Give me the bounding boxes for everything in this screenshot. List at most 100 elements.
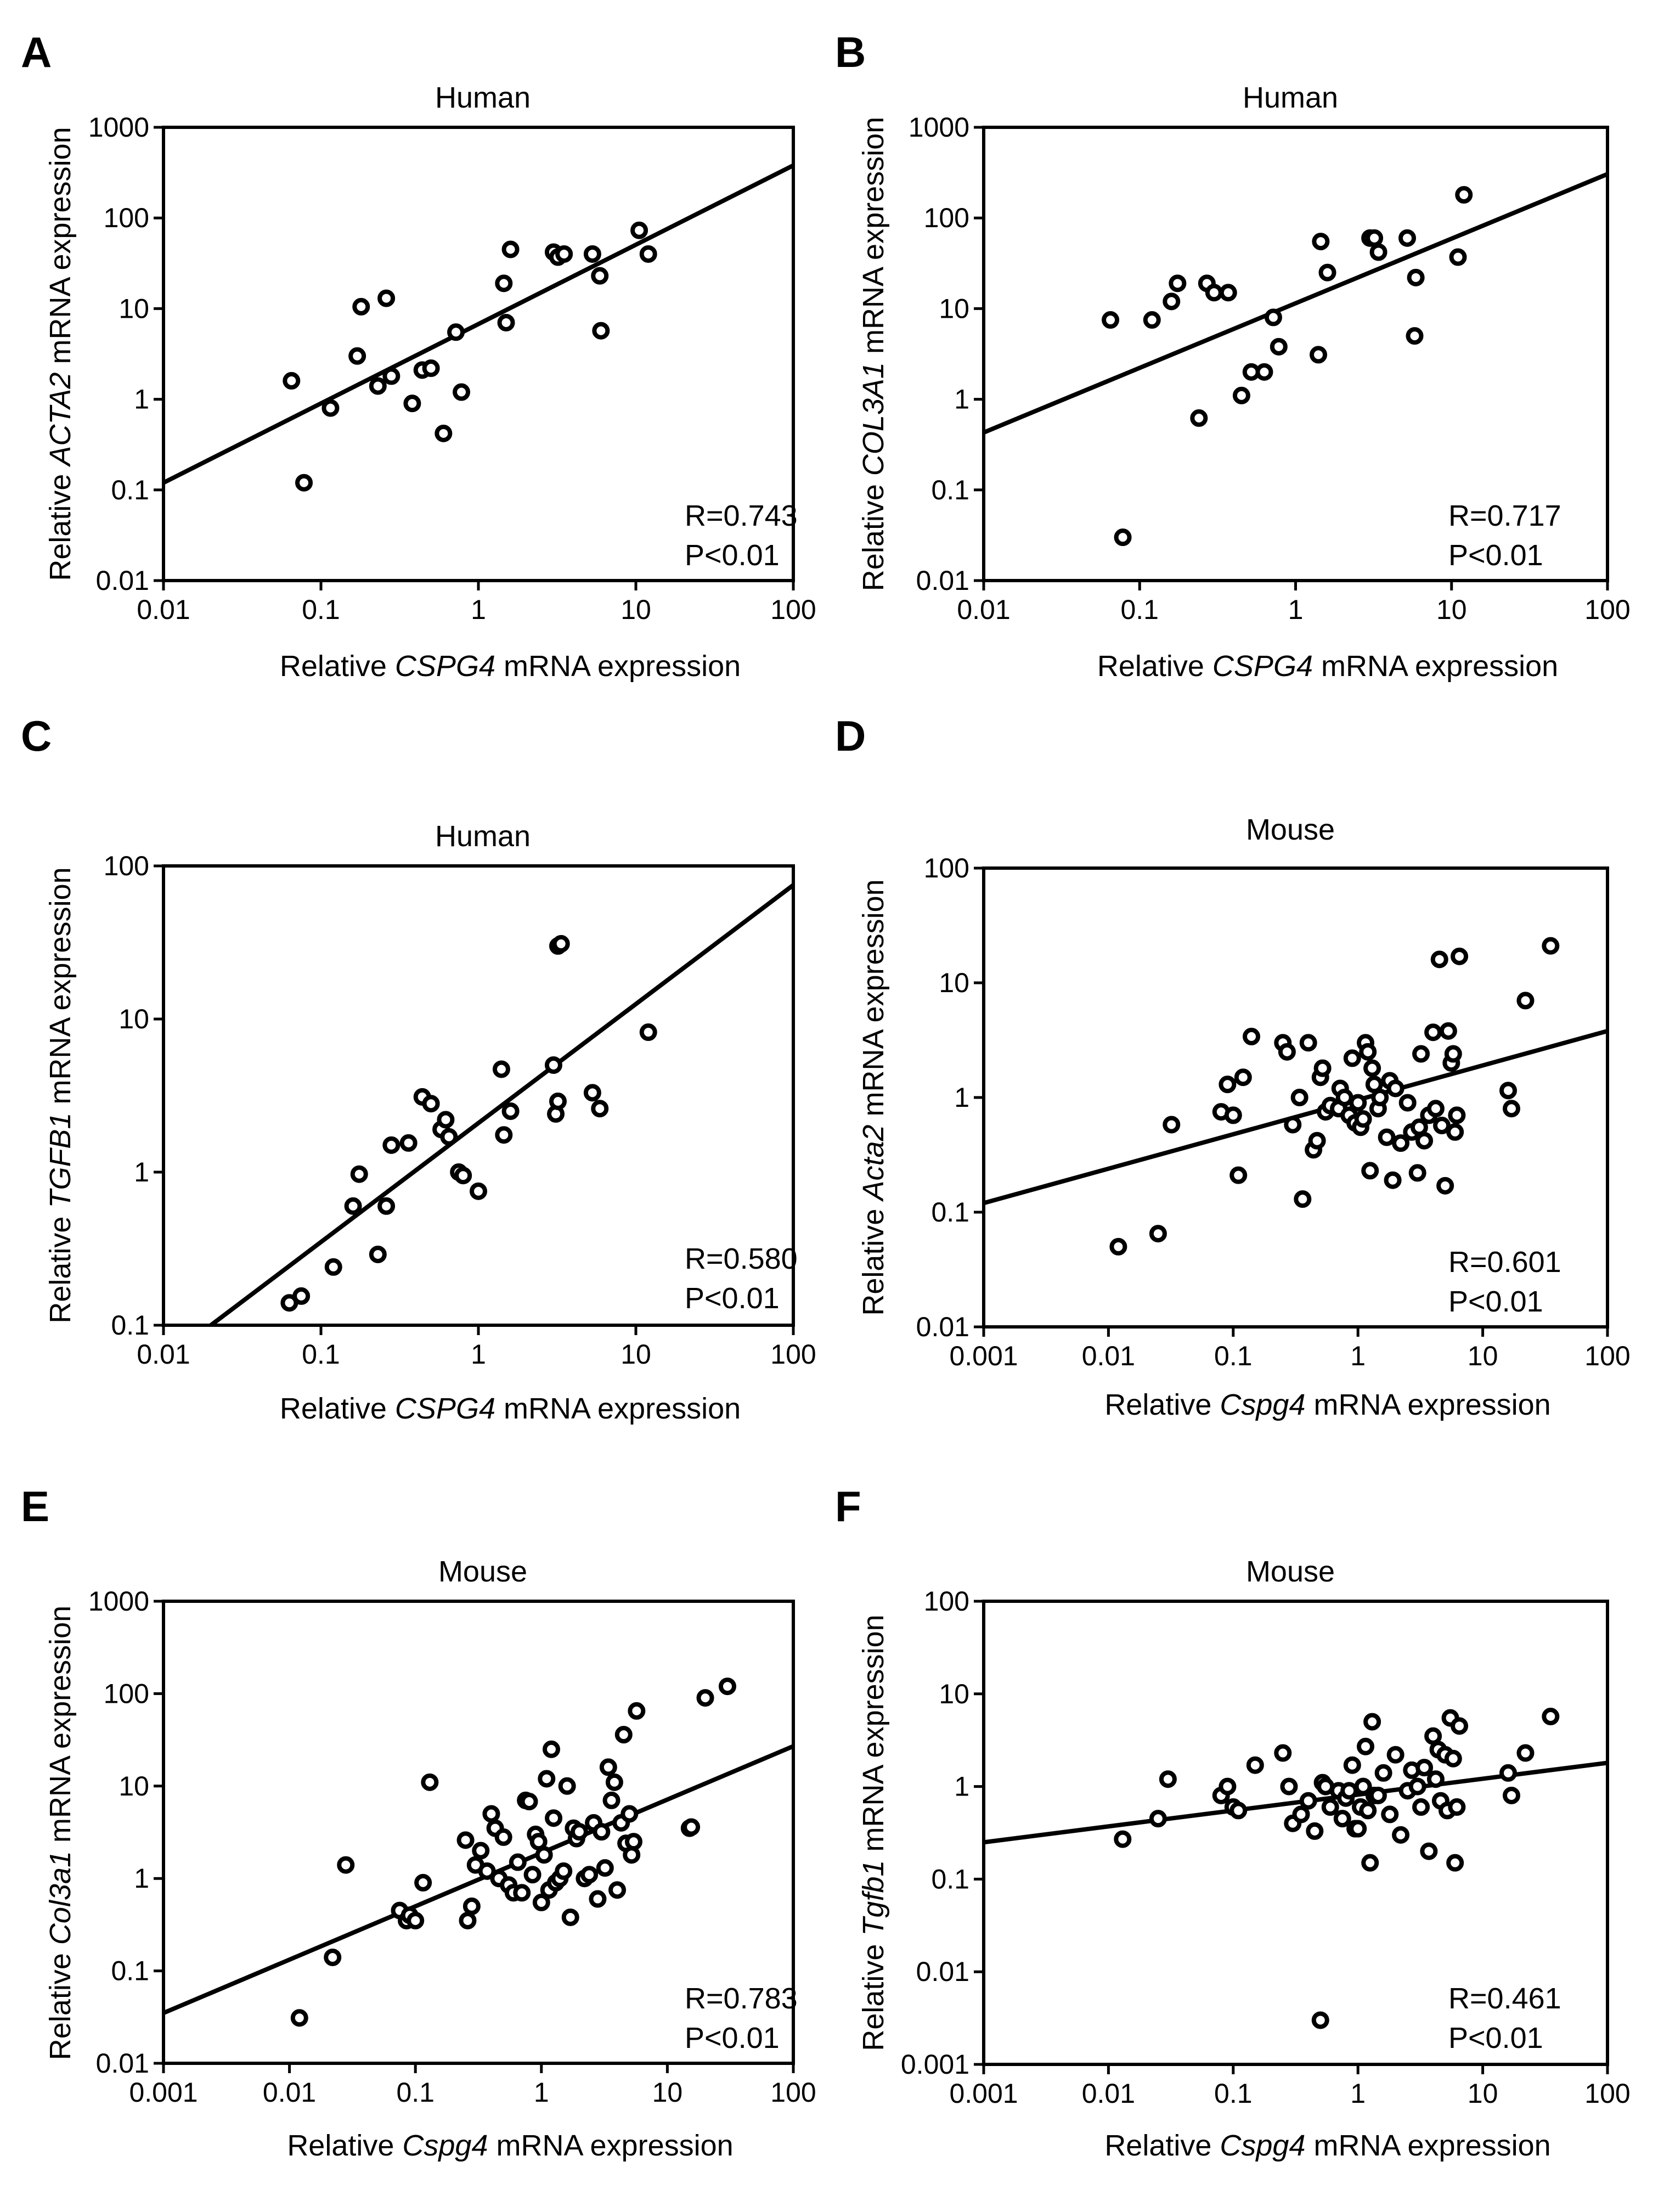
data-point: [497, 313, 515, 331]
data-point: [369, 377, 387, 395]
data-point: [422, 359, 440, 378]
data-point: [1229, 1802, 1248, 1820]
data-point: [1294, 1190, 1312, 1208]
x-axis-label: Relative CSPG4 mRNA expression: [280, 650, 741, 683]
x-tick-label: 100: [770, 1339, 816, 1370]
data-point: [1398, 229, 1417, 247]
data-point: [1451, 1717, 1469, 1735]
y-axis-label: Relative TGFB1 mRNA expression: [44, 867, 77, 1323]
data-point: [1219, 284, 1237, 302]
y-tick-label: 100: [924, 1586, 969, 1617]
data-point: [501, 240, 520, 258]
data-point: [292, 1287, 311, 1305]
y-axis-label: Relative ACTA2 mRNA expression: [44, 127, 77, 581]
data-point: [1219, 1777, 1237, 1796]
x-tick-label: 1: [1288, 594, 1304, 625]
data-point: [549, 1092, 567, 1110]
y-tick-label: 100: [924, 853, 969, 883]
y-tick-label: 1: [134, 1157, 149, 1187]
x-tick-label: 0.1: [1120, 594, 1159, 625]
data-point: [552, 935, 570, 953]
data-point: [1284, 1116, 1302, 1134]
y-tick-label: 1000: [88, 112, 149, 143]
data-point: [1415, 1759, 1434, 1777]
stat-r: R=0.783: [685, 1982, 798, 2015]
data-point: [545, 1809, 563, 1827]
y-tick-label: 0.1: [931, 1197, 969, 1228]
x-axis-label: Relative Cspg4 mRNA expression: [1104, 1388, 1550, 1421]
data-point: [602, 1791, 621, 1809]
data-point: [1114, 1830, 1132, 1848]
y-tick-label: 1: [134, 384, 149, 415]
x-tick-label: 0.01: [137, 1339, 190, 1370]
data-point: [1392, 1826, 1410, 1844]
data-point: [1398, 1094, 1417, 1112]
stat-r: R=0.601: [1448, 1246, 1561, 1279]
data-point: [437, 1111, 455, 1129]
data-point: [555, 1862, 573, 1880]
data-point: [591, 1100, 609, 1118]
data-point: [1408, 1777, 1426, 1796]
data-point: [1446, 1123, 1464, 1141]
x-tick-label: 0.01: [1082, 2078, 1135, 2109]
panel-b: B Human 0.01 0.1 1 10 100 0.01 0.1 1 10 100 1000 Rela…: [835, 28, 1631, 683]
data-point: [1363, 1059, 1381, 1077]
data-point: [1444, 1045, 1462, 1063]
regression-line: [163, 1744, 793, 2016]
data-point: [377, 1197, 396, 1215]
data-point: [589, 1890, 607, 1908]
data-point: [1516, 1744, 1535, 1762]
chart-title: Human: [435, 820, 531, 853]
data-point: [350, 1165, 368, 1183]
data-point: [1280, 1777, 1298, 1796]
data-point: [1439, 1022, 1457, 1040]
data-point: [407, 1911, 425, 1929]
y-tick-label: 0.001: [901, 2049, 969, 2080]
plot-frame: [982, 1600, 1609, 2066]
x-tick-label: 100: [1584, 594, 1630, 625]
data-point: [1340, 1782, 1358, 1800]
x-tick-label: 1: [534, 2077, 549, 2108]
data-point: [414, 1873, 432, 1892]
data-point: [470, 1182, 487, 1200]
data-point: [1274, 1744, 1292, 1762]
data-point: [1378, 1128, 1396, 1146]
data-point: [1299, 1792, 1317, 1810]
y-tick-label: 1: [134, 1863, 149, 1894]
x-tick-label: 10: [652, 2077, 683, 2108]
data-point: [630, 221, 648, 239]
data-point: [570, 1823, 588, 1841]
data-point: [583, 245, 601, 263]
data-point: [1278, 1043, 1296, 1061]
data-point: [495, 1126, 513, 1144]
data-point: [459, 1911, 477, 1929]
data-point: [605, 1773, 623, 1791]
data-point: [1219, 1076, 1237, 1094]
data-point: [1234, 1068, 1252, 1087]
data-point: [1406, 327, 1424, 345]
stat-r: R=0.580: [685, 1242, 798, 1275]
data-point: [1392, 1134, 1410, 1152]
data-point: [352, 297, 370, 316]
data-point: [555, 245, 573, 263]
x-axis-label: Relative Cspg4 mRNA expression: [287, 2129, 733, 2162]
data-point: [1159, 1770, 1177, 1788]
data-point: [1306, 1822, 1324, 1840]
data-point: [1299, 1034, 1317, 1052]
data-point: [454, 1167, 472, 1185]
data-point: [1308, 1132, 1326, 1150]
y-tick-label: 0.1: [931, 475, 969, 505]
data-point: [1371, 1089, 1389, 1106]
y-tick-label: 0.1: [931, 1864, 969, 1894]
stat-r: R=0.743: [685, 499, 798, 532]
x-tick-label: 0.1: [1214, 1341, 1253, 1371]
data-point: [561, 1908, 579, 1926]
data-point: [472, 1842, 490, 1860]
stat-p: P<0.01: [1448, 1285, 1543, 1318]
data-point: [1313, 1059, 1332, 1077]
data-point: [1448, 1106, 1466, 1124]
data-point: [324, 1948, 342, 1966]
chart-title: Human: [1243, 81, 1338, 114]
